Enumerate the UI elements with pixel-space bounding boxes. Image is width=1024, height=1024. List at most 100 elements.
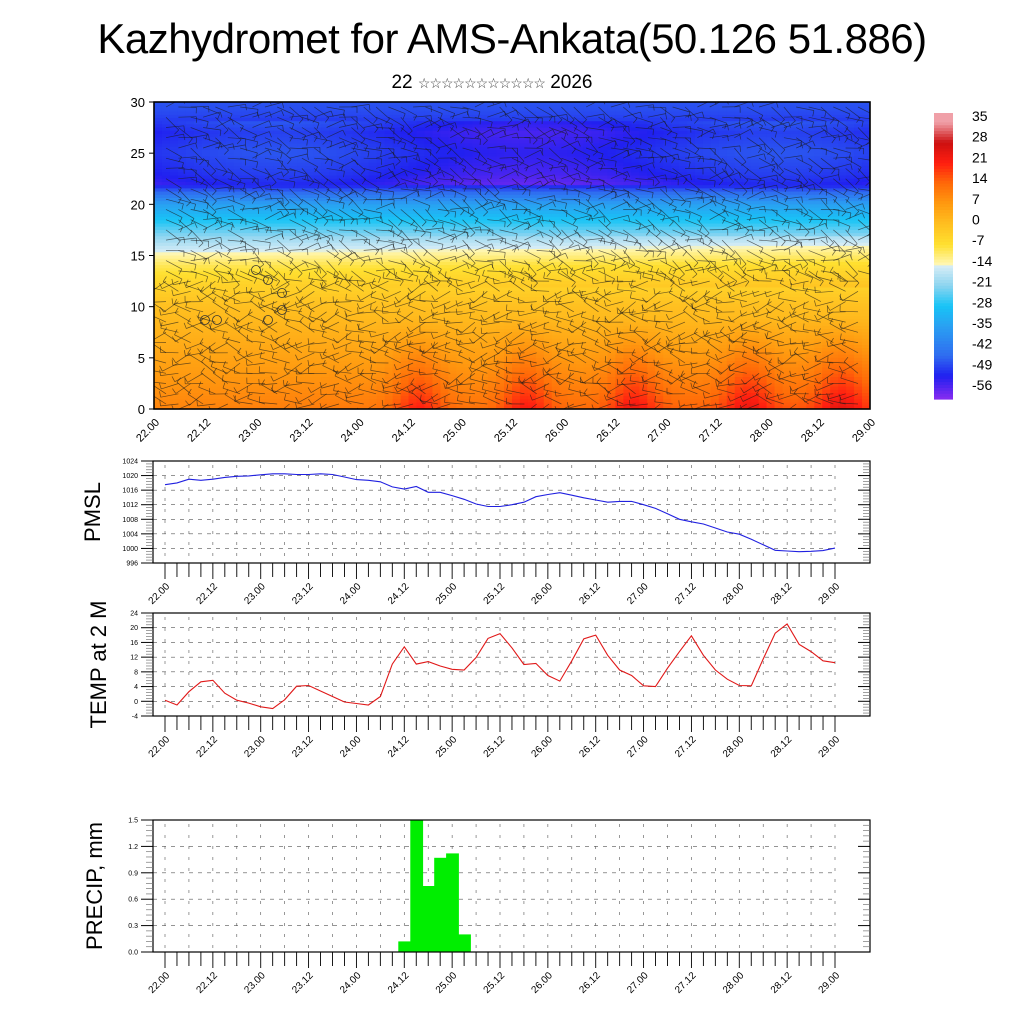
temperature-cell — [464, 172, 473, 177]
temperature-cell — [193, 399, 203, 404]
temperature-cell — [177, 268, 187, 272]
temperature-cell — [360, 322, 370, 327]
temperature-cell — [472, 210, 481, 215]
temperature-cell — [543, 197, 553, 202]
temperature-cell — [504, 281, 513, 285]
temperature-cell — [472, 249, 481, 253]
temperature-cell — [424, 284, 433, 288]
temperature-cell — [193, 236, 203, 241]
temperature-cell — [416, 226, 425, 231]
temperature-cell — [193, 194, 203, 199]
temperature-cell — [257, 233, 266, 237]
temperature-cell — [233, 236, 243, 241]
temperature-cell — [233, 146, 243, 151]
temperature-cell — [217, 393, 227, 397]
temperature-cell — [344, 261, 354, 266]
temperature-cell — [416, 335, 425, 340]
temperature-cell — [440, 367, 449, 372]
temperature-cell — [456, 367, 465, 372]
temperature-cell — [488, 133, 497, 138]
temperature-cell — [241, 213, 250, 218]
temperature-cell — [392, 121, 402, 125]
temperature-cell — [344, 396, 354, 400]
temperature-cell — [344, 338, 354, 343]
temperature-cell — [249, 380, 258, 384]
temperature-cell — [241, 351, 250, 356]
temperature-cell — [432, 210, 441, 215]
temperature-cell — [209, 185, 219, 189]
temperature-cell — [321, 108, 330, 113]
temperature-cell — [209, 319, 219, 324]
temperature-cell — [440, 181, 449, 186]
temperature-cell — [464, 252, 473, 256]
temperature-cell — [408, 140, 418, 145]
temperature-cell — [217, 306, 227, 311]
temperature-cell — [408, 319, 418, 324]
temperature-cell — [368, 316, 378, 320]
temperature-cell — [154, 223, 163, 228]
temperature-cell — [297, 261, 306, 266]
temperature-cell — [336, 354, 346, 359]
temperature-cell — [352, 175, 362, 180]
temperature-cell — [376, 111, 386, 116]
temperature-cell — [161, 210, 171, 215]
temperature-cell — [440, 268, 449, 272]
temperature-cell — [496, 313, 505, 317]
temperature-cell — [527, 137, 537, 141]
temperature-cell — [201, 405, 211, 409]
temperature-cell — [257, 252, 266, 256]
temperature-cell — [297, 287, 306, 292]
temperature-cell — [368, 204, 378, 209]
temperature-cell — [504, 127, 513, 132]
temperature-cell — [448, 354, 457, 359]
temperature-cell — [416, 322, 425, 327]
temperature-cell — [480, 402, 489, 407]
temperature-cell — [329, 293, 338, 298]
temperature-cell — [496, 361, 505, 365]
temperature-cell — [281, 111, 290, 116]
temperature-cell — [305, 233, 314, 237]
temperature-cell — [376, 393, 386, 397]
temperature-cell — [313, 159, 322, 164]
temperature-cell — [384, 210, 394, 215]
temperature-cell — [440, 133, 449, 138]
temperature-cell — [273, 316, 282, 320]
temperature-cell — [344, 111, 354, 116]
temperature-cell — [416, 367, 425, 372]
temperature-cell — [472, 175, 481, 180]
temperature-cell — [217, 370, 227, 375]
temperature-cell — [400, 194, 410, 199]
temperature-cell — [416, 165, 425, 170]
temperature-cell — [432, 175, 441, 180]
temperature-cell — [169, 338, 179, 343]
temperature-cell — [201, 194, 211, 199]
temperature-cell — [480, 383, 489, 388]
temperature-cell — [201, 268, 211, 272]
temperature-cell — [464, 306, 473, 311]
temperature-cell — [154, 178, 163, 183]
temperature-cell — [527, 133, 537, 138]
temperature-cell — [193, 204, 203, 209]
temperature-cell — [313, 402, 322, 407]
temperature-cell — [249, 335, 258, 340]
temperature-cell — [472, 213, 481, 218]
temperature-cell — [384, 380, 394, 384]
temperature-cell — [456, 111, 465, 116]
temperature-cell — [297, 242, 306, 247]
temperature-cell — [368, 249, 378, 253]
temperature-cell — [416, 268, 425, 272]
temperature-cell — [480, 236, 489, 241]
temperature-cell — [496, 239, 505, 244]
temperature-cell — [265, 175, 274, 180]
temperature-cell — [368, 172, 378, 177]
temperature-cell — [496, 370, 505, 375]
temperature-cell — [456, 226, 465, 231]
temperature-cell — [161, 217, 171, 221]
temperature-cell — [161, 140, 171, 145]
temperature-cell — [344, 102, 354, 106]
temperature-cell — [440, 261, 449, 266]
temperature-cell — [352, 201, 362, 205]
temperature-cell — [456, 277, 465, 282]
temperature-cell — [432, 207, 441, 212]
temperature-cell — [456, 297, 465, 301]
